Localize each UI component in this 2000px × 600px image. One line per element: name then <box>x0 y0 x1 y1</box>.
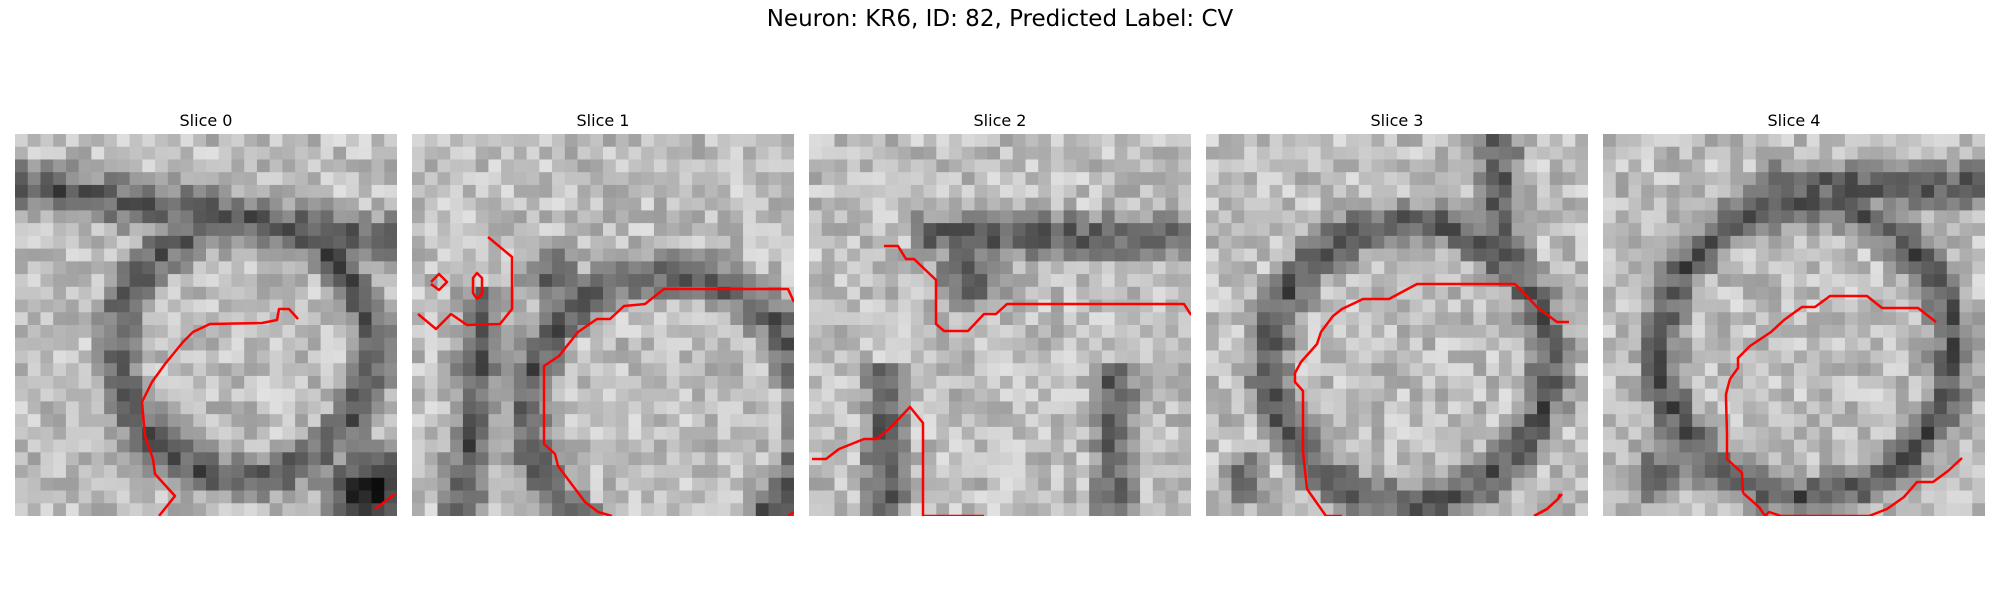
segmentation-contour <box>1724 378 1745 494</box>
segmentation-contour <box>140 307 299 516</box>
slice-image <box>1206 134 1588 516</box>
slice-title: Slice 3 <box>1370 111 1424 130</box>
segmentation-contour <box>471 271 484 300</box>
slice-title: Slice 0 <box>179 111 233 130</box>
segmentation-contour <box>374 493 396 510</box>
slice-panel-4: Slice 4 <box>1603 110 1985 516</box>
slice-panel-1: Slice 1 <box>412 110 794 516</box>
segmentation-contour <box>1728 294 1937 380</box>
segmentation-contour <box>812 405 984 516</box>
slice-title: Slice 1 <box>576 111 630 130</box>
segmentation-contour <box>884 244 1191 333</box>
segmentation-contour <box>542 287 794 516</box>
slice-title: Slice 2 <box>973 111 1027 130</box>
segmentation-contour <box>1742 457 1963 516</box>
slice-panel-3: Slice 3 <box>1206 110 1588 516</box>
segmentation-contour <box>787 510 794 516</box>
segmentation-contour <box>1293 282 1569 516</box>
slice-image <box>809 134 1191 516</box>
slice-title: Slice 4 <box>1767 111 1821 130</box>
slice-panel-2: Slice 2 <box>809 110 1191 516</box>
slice-image <box>412 134 794 516</box>
figure-title: Neuron: KR6, ID: 82, Predicted Label: CV <box>766 6 1234 32</box>
slice-image <box>15 134 397 516</box>
segmentation-contour <box>1533 493 1563 516</box>
slice-panel-0: Slice 0 <box>15 110 397 516</box>
segmentation-contour <box>417 236 514 331</box>
slice-image <box>1603 134 1985 516</box>
segmentation-contour <box>430 272 449 292</box>
